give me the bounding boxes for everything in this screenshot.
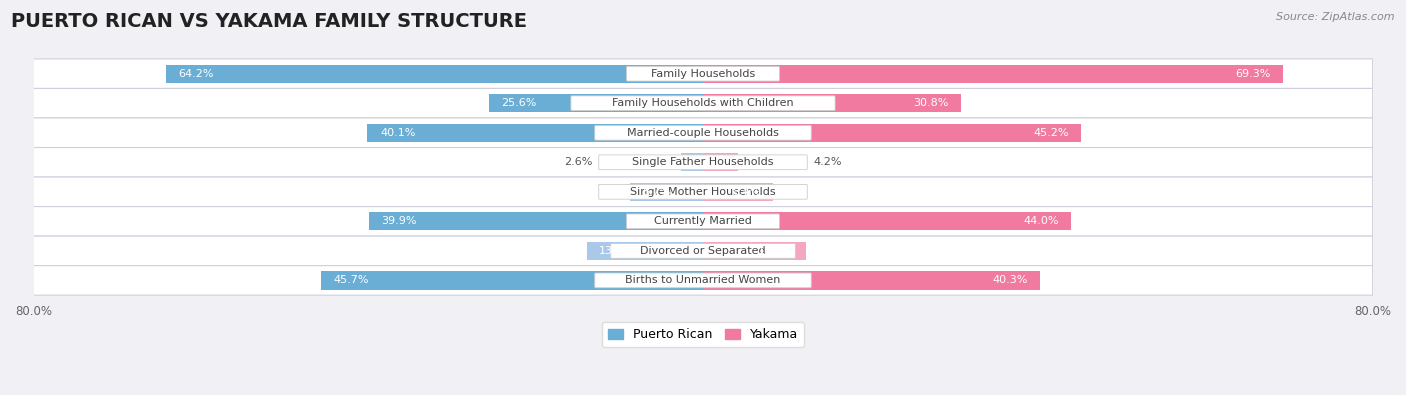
Text: 40.1%: 40.1% [380, 128, 415, 138]
Text: 4.2%: 4.2% [814, 157, 842, 167]
FancyBboxPatch shape [595, 273, 811, 288]
Bar [367, 124, 703, 142]
Bar [703, 271, 1040, 290]
Text: 8.4%: 8.4% [733, 187, 761, 197]
Bar [489, 94, 703, 112]
Bar [630, 182, 703, 201]
Bar [703, 182, 773, 201]
FancyBboxPatch shape [599, 155, 807, 170]
Text: Married-couple Households: Married-couple Households [627, 128, 779, 138]
Text: 69.3%: 69.3% [1234, 69, 1271, 79]
Text: Births to Unmarried Women: Births to Unmarried Women [626, 275, 780, 286]
Text: Single Mother Households: Single Mother Households [630, 187, 776, 197]
FancyBboxPatch shape [34, 177, 1372, 207]
FancyBboxPatch shape [34, 207, 1372, 236]
Bar [703, 153, 738, 171]
Text: 13.9%: 13.9% [599, 246, 634, 256]
Bar [703, 94, 960, 112]
FancyBboxPatch shape [34, 118, 1372, 147]
FancyBboxPatch shape [627, 66, 779, 81]
Legend: Puerto Rican, Yakama: Puerto Rican, Yakama [602, 322, 804, 347]
Text: 12.3%: 12.3% [758, 246, 793, 256]
Text: Divorced or Separated: Divorced or Separated [640, 246, 766, 256]
Text: 2.6%: 2.6% [564, 157, 592, 167]
Text: Family Households: Family Households [651, 69, 755, 79]
FancyBboxPatch shape [627, 214, 779, 229]
Text: 40.3%: 40.3% [993, 275, 1028, 286]
FancyBboxPatch shape [34, 147, 1372, 177]
Bar [370, 212, 703, 231]
FancyBboxPatch shape [610, 243, 796, 258]
Text: 8.7%: 8.7% [643, 187, 671, 197]
Text: 44.0%: 44.0% [1024, 216, 1059, 226]
Bar [703, 124, 1081, 142]
Bar [703, 64, 1282, 83]
Text: 64.2%: 64.2% [179, 69, 214, 79]
Text: PUERTO RICAN VS YAKAMA FAMILY STRUCTURE: PUERTO RICAN VS YAKAMA FAMILY STRUCTURE [11, 12, 527, 31]
Text: 45.7%: 45.7% [333, 275, 368, 286]
FancyBboxPatch shape [34, 88, 1372, 118]
FancyBboxPatch shape [34, 59, 1372, 88]
Text: 30.8%: 30.8% [912, 98, 948, 108]
Text: Single Father Households: Single Father Households [633, 157, 773, 167]
Text: 45.2%: 45.2% [1033, 128, 1069, 138]
FancyBboxPatch shape [599, 184, 807, 199]
Bar [703, 212, 1071, 231]
Text: Currently Married: Currently Married [654, 216, 752, 226]
Bar [586, 242, 703, 260]
FancyBboxPatch shape [34, 236, 1372, 265]
Text: Source: ZipAtlas.com: Source: ZipAtlas.com [1277, 12, 1395, 22]
Bar [321, 271, 703, 290]
Bar [166, 64, 703, 83]
Text: 39.9%: 39.9% [381, 216, 418, 226]
FancyBboxPatch shape [595, 125, 811, 140]
FancyBboxPatch shape [34, 265, 1372, 295]
Bar [682, 153, 703, 171]
FancyBboxPatch shape [571, 96, 835, 111]
Text: 25.6%: 25.6% [502, 98, 537, 108]
Bar [703, 242, 806, 260]
Text: Family Households with Children: Family Households with Children [612, 98, 794, 108]
